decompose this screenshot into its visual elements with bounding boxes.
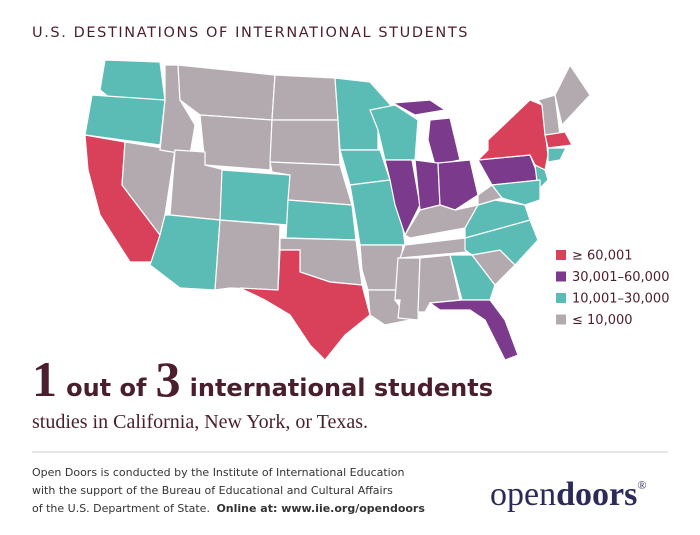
legend-label: ≥ 60,001 bbox=[572, 249, 633, 264]
footer-text: of the U.S. Department of State. bbox=[32, 502, 210, 515]
state bbox=[404, 204, 480, 239]
legend-swatch bbox=[556, 250, 566, 260]
state bbox=[269, 119, 341, 166]
legend: ≥ 60,001 30,001–60,000 10,001–30,000 ≤ 10,0… bbox=[556, 249, 669, 328]
legend-label: 10,001–30,000 bbox=[572, 292, 669, 307]
state bbox=[271, 74, 339, 121]
legend-label: 30,001–60,000 bbox=[572, 270, 669, 285]
footer-line: of the U.S. Department of State. Online … bbox=[32, 502, 425, 515]
state bbox=[464, 219, 539, 266]
state bbox=[437, 159, 479, 211]
headline-number: 3 bbox=[156, 351, 181, 407]
footer-link: Online at: www.iie.org/opendoors bbox=[216, 502, 425, 515]
headline-text: out of bbox=[66, 374, 147, 402]
state bbox=[334, 77, 396, 151]
state bbox=[477, 184, 504, 206]
state bbox=[285, 199, 357, 241]
state bbox=[219, 169, 291, 226]
title: U.S. DESTINATIONS OF INTERNATIONAL STUDE… bbox=[32, 25, 469, 41]
state bbox=[394, 257, 421, 321]
logo-doors: doors bbox=[556, 476, 637, 513]
logo-mark: ® bbox=[637, 478, 646, 492]
legend-swatch bbox=[556, 293, 566, 303]
state bbox=[544, 131, 573, 149]
subtitle: studies in California, New York, or Texa… bbox=[32, 411, 368, 433]
state bbox=[547, 147, 567, 163]
state bbox=[99, 59, 166, 101]
state bbox=[239, 249, 371, 361]
headline: 1 out of 3 international students bbox=[32, 351, 493, 407]
state bbox=[414, 159, 441, 211]
headline-text: international students bbox=[190, 374, 493, 402]
footer-line: with the support of the Bureau of Educat… bbox=[32, 484, 393, 497]
headline-number: 1 bbox=[32, 351, 57, 407]
state bbox=[214, 219, 281, 291]
footer-line: Open Doors is conducted by the Institute… bbox=[32, 466, 404, 479]
legend-label: ≤ 10,000 bbox=[572, 313, 633, 328]
logo-open: open bbox=[490, 476, 556, 513]
state bbox=[449, 254, 496, 301]
map bbox=[84, 59, 591, 361]
logo: opendoors® bbox=[490, 476, 646, 513]
state bbox=[490, 179, 541, 206]
legend-swatch bbox=[556, 271, 566, 282]
state bbox=[199, 114, 273, 171]
legend-swatch bbox=[556, 314, 566, 325]
state bbox=[554, 63, 591, 127]
state bbox=[428, 299, 519, 361]
state bbox=[390, 99, 447, 116]
